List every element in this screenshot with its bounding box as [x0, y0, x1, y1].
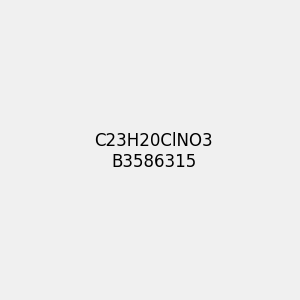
Text: C23H20ClNO3
B3586315: C23H20ClNO3 B3586315: [94, 132, 213, 171]
